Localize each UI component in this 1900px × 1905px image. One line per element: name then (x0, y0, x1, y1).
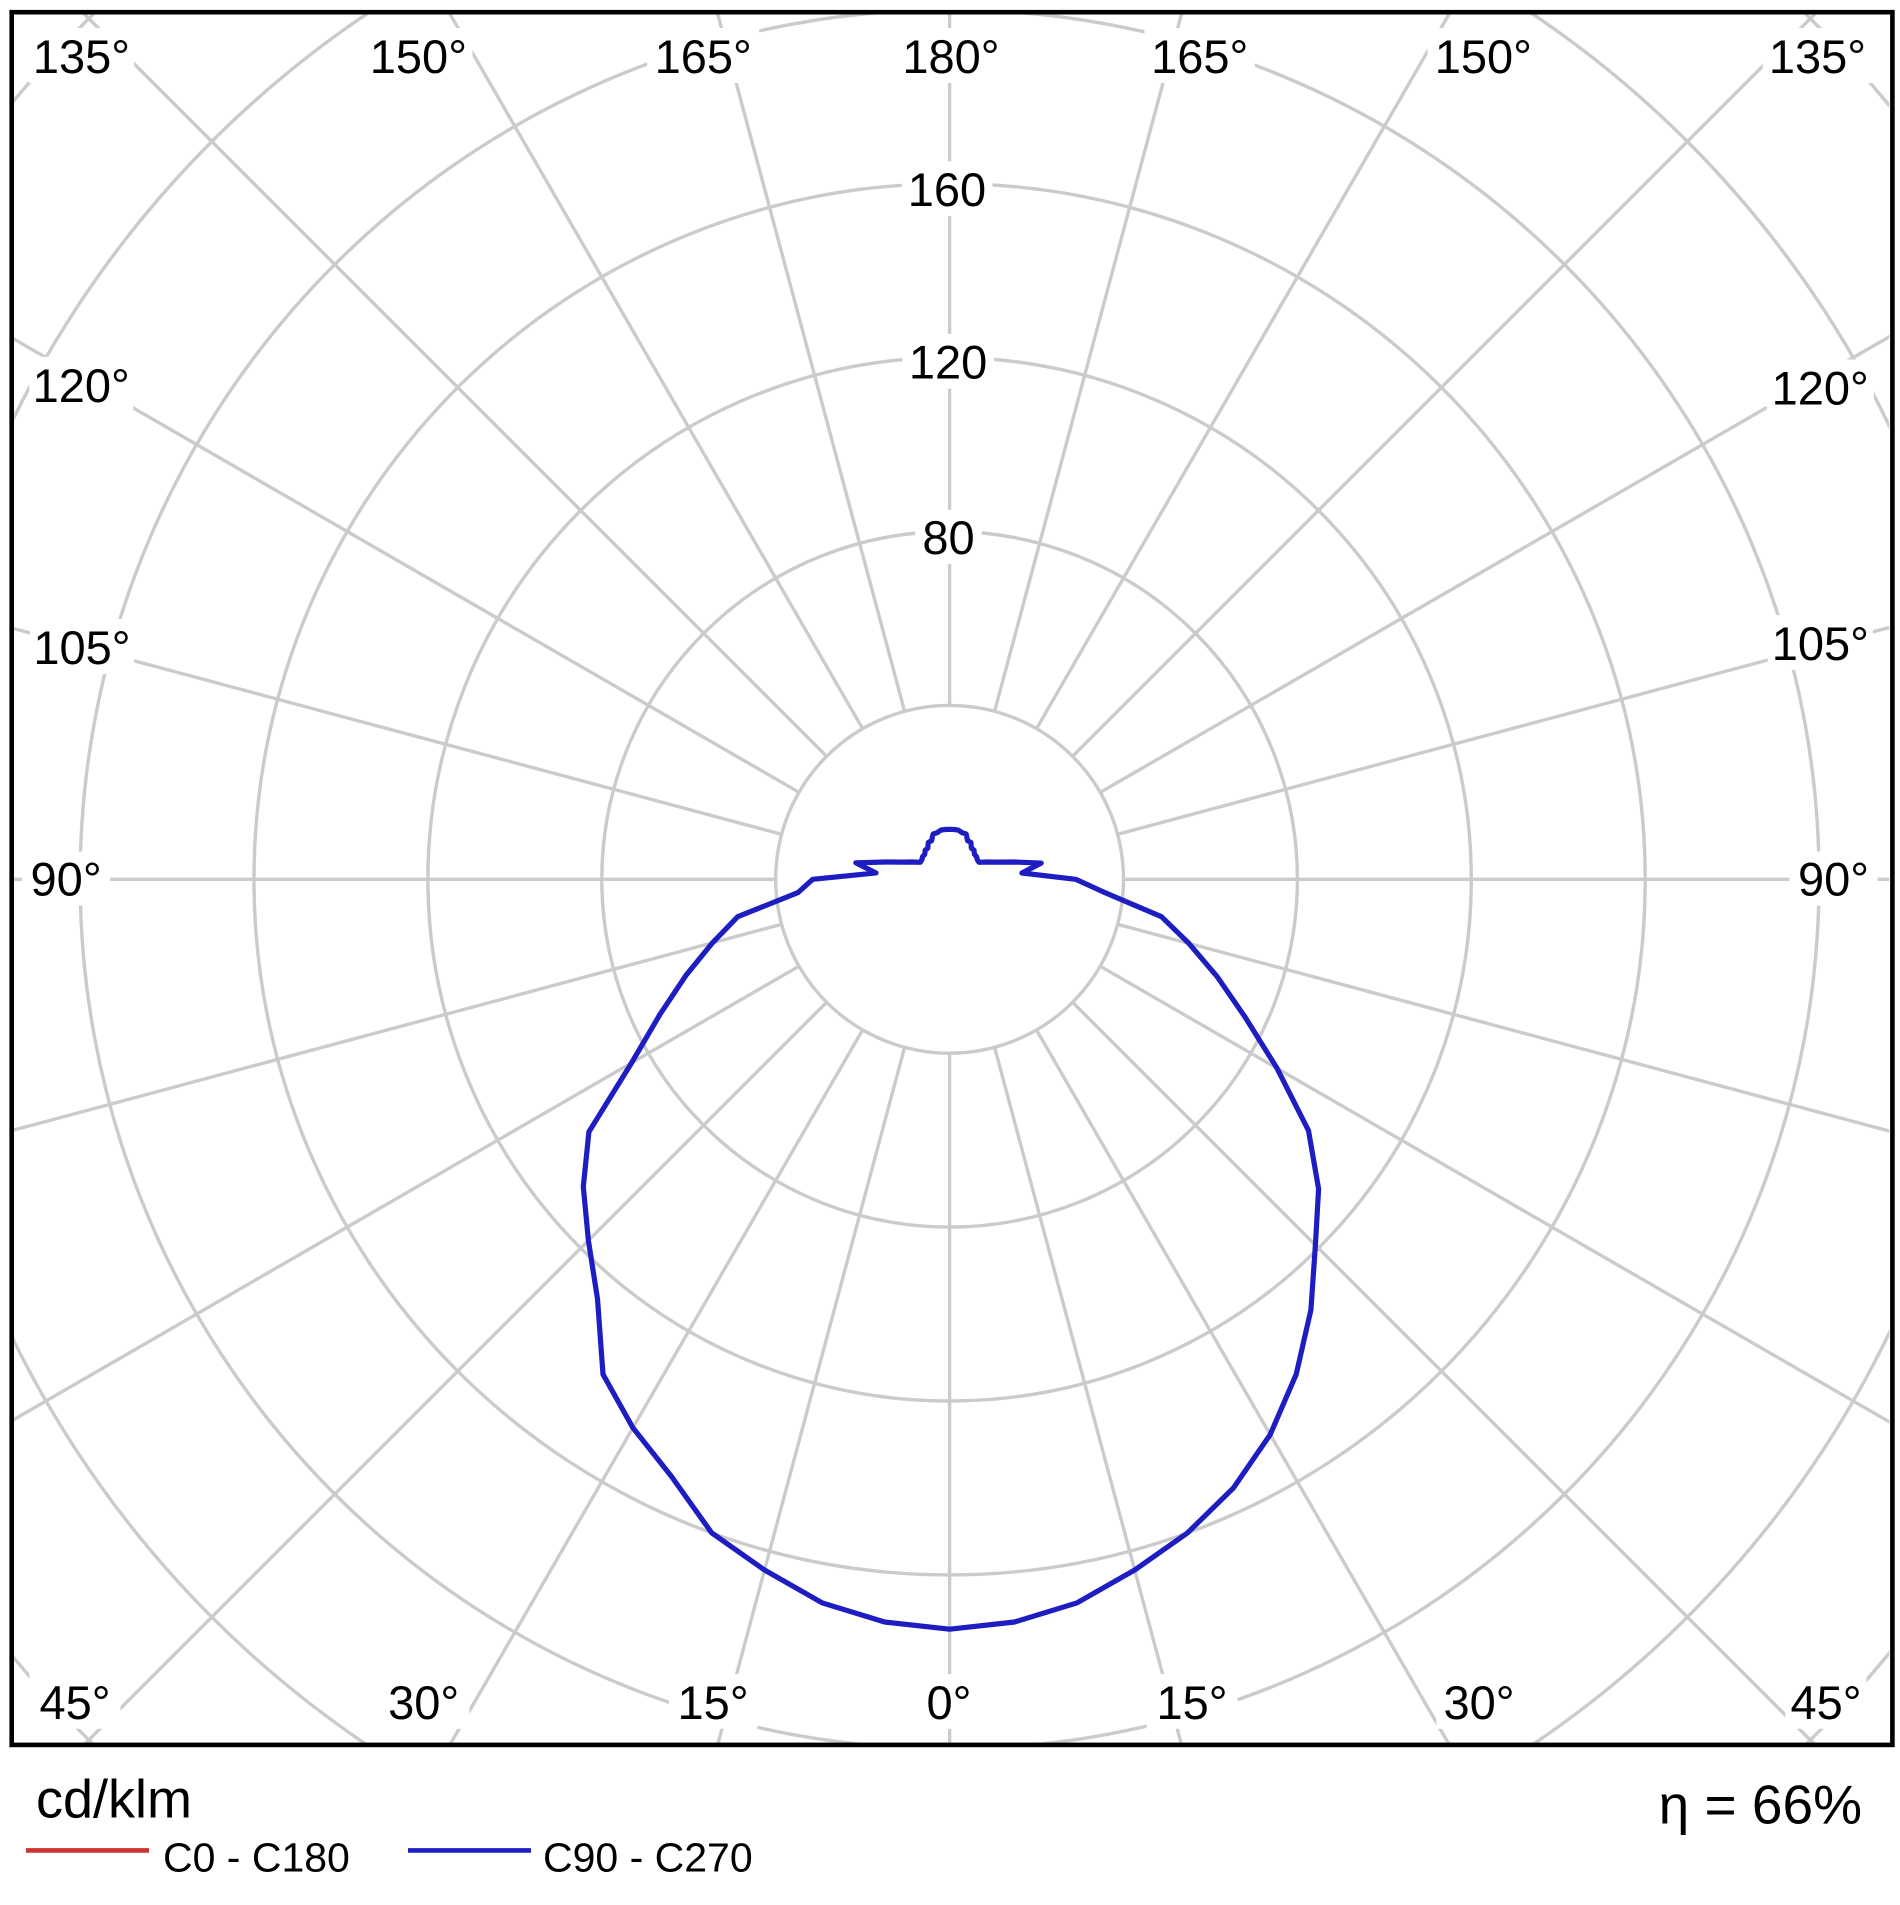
svg-text:90°: 90° (1798, 853, 1869, 906)
svg-text:30°: 30° (1443, 1676, 1514, 1729)
svg-text:105°: 105° (33, 621, 130, 674)
svg-text:15°: 15° (1156, 1676, 1227, 1729)
svg-text:120°: 120° (1772, 362, 1869, 415)
svg-text:90°: 90° (31, 853, 102, 906)
svg-text:165°: 165° (655, 30, 752, 83)
svg-text:15°: 15° (678, 1676, 749, 1729)
svg-text:C0 - C180: C0 - C180 (163, 1834, 350, 1880)
svg-text:30°: 30° (388, 1676, 459, 1729)
svg-text:105°: 105° (1772, 617, 1869, 670)
svg-text:C90 - C270: C90 - C270 (543, 1834, 753, 1880)
svg-text:η = 66%: η = 66% (1659, 1773, 1862, 1835)
svg-text:cd/klm: cd/klm (36, 1770, 192, 1830)
svg-text:0°: 0° (927, 1676, 972, 1729)
svg-text:120: 120 (909, 336, 987, 389)
svg-text:135°: 135° (1769, 30, 1866, 83)
svg-text:135°: 135° (33, 30, 130, 83)
svg-text:150°: 150° (370, 30, 467, 83)
svg-text:165°: 165° (1151, 30, 1248, 83)
svg-text:80: 80 (922, 511, 974, 564)
svg-text:150°: 150° (1435, 30, 1532, 83)
svg-text:120°: 120° (33, 359, 130, 412)
svg-text:45°: 45° (39, 1676, 110, 1729)
svg-text:160: 160 (908, 163, 986, 216)
svg-text:45°: 45° (1790, 1676, 1861, 1729)
svg-text:180°: 180° (902, 30, 999, 83)
